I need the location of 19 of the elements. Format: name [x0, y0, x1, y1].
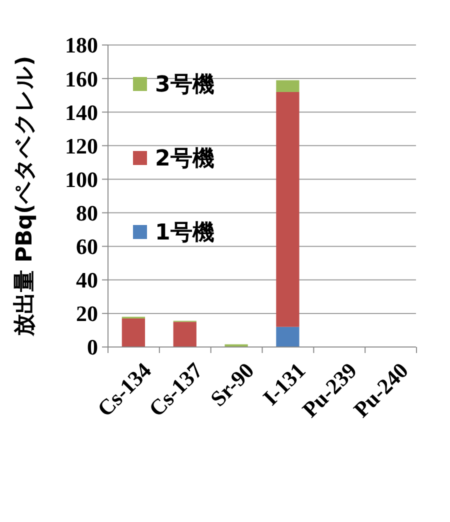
- bar: [122, 318, 146, 347]
- legend-label: 3号機: [155, 72, 214, 98]
- y-tick-label: 60: [76, 234, 98, 260]
- y-tick-label: 80: [76, 200, 98, 226]
- bar: [173, 322, 196, 347]
- y-tick-label: 0: [87, 334, 98, 360]
- legend-label: 2号機: [155, 146, 214, 172]
- y-tick-label: 180: [65, 32, 98, 58]
- y-tick-label: 20: [76, 301, 98, 326]
- bar: [276, 326, 300, 347]
- bar: [276, 80, 300, 92]
- legend-label: 1号機: [155, 220, 214, 246]
- y-tick-label: 140: [65, 100, 98, 125]
- y-tick-label: 160: [65, 66, 98, 92]
- y-tick-label: 40: [76, 268, 98, 293]
- y-tick-label: 100: [65, 166, 98, 192]
- bar: [276, 92, 300, 327]
- y-axis-title: 放出量 PBq(ペタベクレル): [12, 56, 38, 338]
- y-tick-label: 120: [65, 133, 98, 158]
